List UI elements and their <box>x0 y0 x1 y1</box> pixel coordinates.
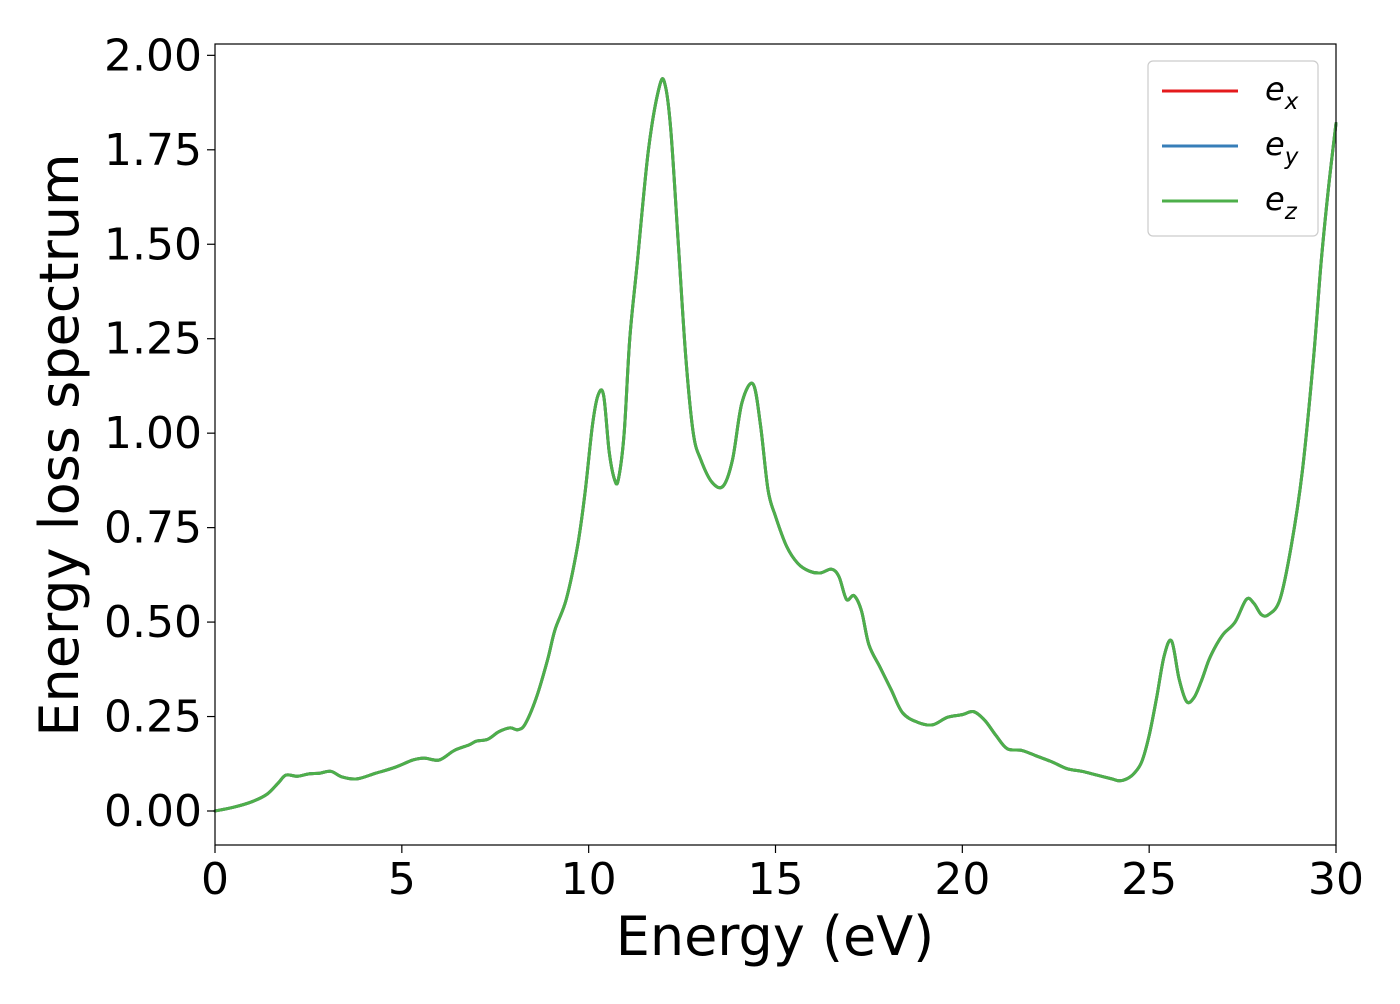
series-layer <box>213 77 1338 813</box>
x-tick-label: 15 <box>748 854 804 905</box>
legend-label-ez: ez <box>1265 180 1298 225</box>
y-tick-label: 0.50 <box>104 597 202 648</box>
x-tick-label: 10 <box>561 854 617 905</box>
y-tick-label: 1.25 <box>104 314 202 365</box>
legend-label-ex: ex <box>1265 70 1299 115</box>
y-axis-label: Energy loss spectrum <box>28 153 91 736</box>
x-tick-label: 20 <box>934 854 990 905</box>
x-tick-label: 0 <box>201 854 229 905</box>
x-axis: 0 5 10 15 20 25 30 <box>201 845 1364 905</box>
x-tick-label: 25 <box>1121 854 1177 905</box>
x-axis-label: Energy (eV) <box>616 905 935 968</box>
x-tick-label: 5 <box>388 854 416 905</box>
series-line-e-z <box>213 77 1338 813</box>
y-tick-label: 0.75 <box>104 503 202 554</box>
legend-frame <box>1147 60 1319 237</box>
y-tick-label: 0.00 <box>104 786 202 837</box>
y-tick-label: 0.25 <box>104 692 202 743</box>
legend-label-ey: ey <box>1265 125 1299 170</box>
x-tick-label: 30 <box>1308 854 1364 905</box>
y-tick-label: 1.50 <box>104 219 202 270</box>
y-tick-label: 1.00 <box>104 408 202 459</box>
y-tick-label: 1.75 <box>104 125 202 176</box>
y-axis: 0.00 0.25 0.50 0.75 1.00 1.25 1.50 1.75 2.00 <box>104 30 215 837</box>
legend: ex ey ez <box>1147 60 1319 237</box>
y-tick-label: 2.00 <box>104 30 202 81</box>
